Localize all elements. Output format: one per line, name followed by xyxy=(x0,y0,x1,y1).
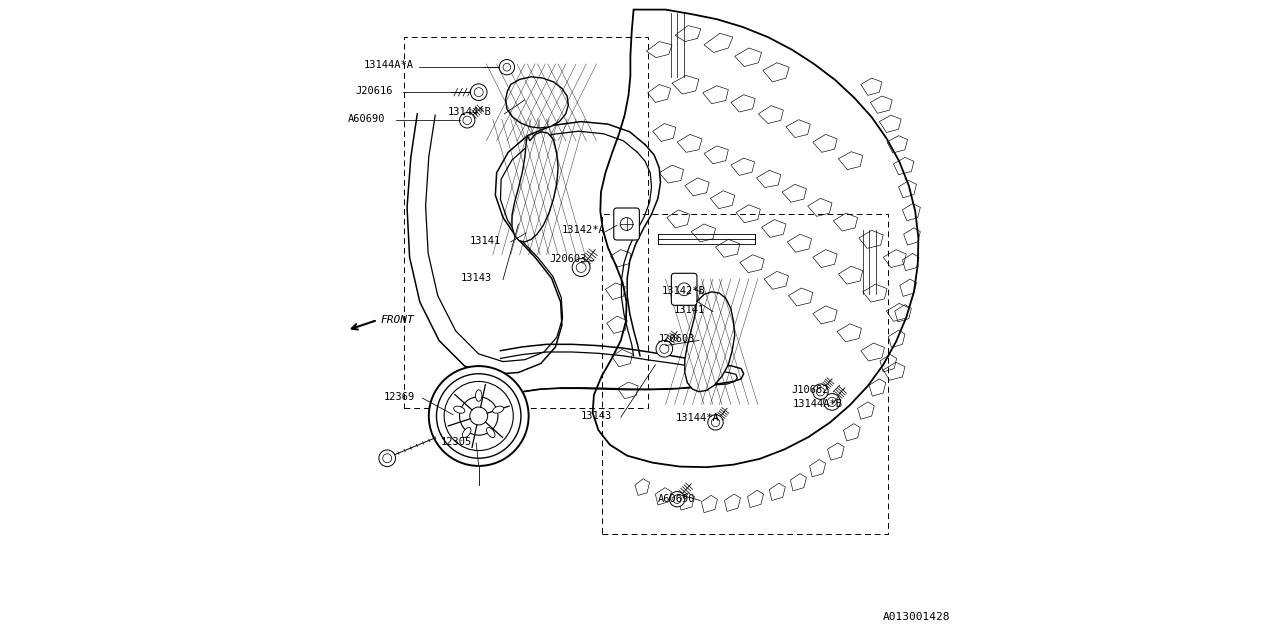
Circle shape xyxy=(471,84,488,100)
Circle shape xyxy=(379,450,396,467)
Text: FRONT: FRONT xyxy=(380,315,413,325)
Circle shape xyxy=(436,374,521,458)
Circle shape xyxy=(678,283,691,296)
FancyBboxPatch shape xyxy=(672,273,698,305)
Circle shape xyxy=(572,259,590,276)
Circle shape xyxy=(383,454,392,463)
Circle shape xyxy=(444,381,513,451)
Circle shape xyxy=(817,387,824,396)
Circle shape xyxy=(470,407,488,425)
Text: A013001428: A013001428 xyxy=(883,612,950,622)
Circle shape xyxy=(659,344,669,353)
Circle shape xyxy=(499,60,515,75)
Circle shape xyxy=(708,415,723,430)
Text: 13142*B: 13142*B xyxy=(662,286,705,296)
Circle shape xyxy=(460,113,475,128)
Text: A60690: A60690 xyxy=(658,494,695,504)
Text: J20603: J20603 xyxy=(549,254,586,264)
Polygon shape xyxy=(685,292,735,392)
Polygon shape xyxy=(506,77,568,128)
Circle shape xyxy=(824,394,841,410)
Text: 13144*B: 13144*B xyxy=(448,107,492,117)
Ellipse shape xyxy=(453,406,465,413)
Circle shape xyxy=(712,418,719,427)
Ellipse shape xyxy=(493,406,504,413)
Polygon shape xyxy=(593,10,919,467)
Bar xyxy=(404,37,648,408)
Text: J20603: J20603 xyxy=(658,334,695,344)
Polygon shape xyxy=(512,132,558,242)
Text: 13144A*A: 13144A*A xyxy=(364,60,413,70)
Circle shape xyxy=(576,262,586,273)
FancyBboxPatch shape xyxy=(614,208,640,240)
Circle shape xyxy=(475,88,484,97)
Text: 13144*A: 13144*A xyxy=(676,413,719,423)
Circle shape xyxy=(673,495,681,504)
Ellipse shape xyxy=(486,428,495,438)
Circle shape xyxy=(463,116,471,125)
Text: 12305: 12305 xyxy=(440,436,471,447)
Text: 13143: 13143 xyxy=(461,273,492,284)
Ellipse shape xyxy=(462,428,471,438)
Text: A60690: A60690 xyxy=(348,114,385,124)
Circle shape xyxy=(657,340,673,357)
Text: J20616: J20616 xyxy=(356,86,393,96)
Text: 12369: 12369 xyxy=(384,392,415,402)
Text: 13144A*B: 13144A*B xyxy=(792,399,842,410)
Circle shape xyxy=(460,397,498,435)
Text: 13141: 13141 xyxy=(470,236,500,246)
Text: 13142*A: 13142*A xyxy=(562,225,605,236)
Circle shape xyxy=(813,384,828,399)
Circle shape xyxy=(503,63,511,71)
Circle shape xyxy=(620,218,632,230)
Ellipse shape xyxy=(476,390,483,401)
Text: 13143: 13143 xyxy=(581,411,612,421)
Bar xyxy=(602,214,888,534)
Circle shape xyxy=(429,366,529,466)
Text: J10682: J10682 xyxy=(791,385,828,396)
Text: 13141: 13141 xyxy=(673,305,704,316)
Circle shape xyxy=(669,492,685,507)
Circle shape xyxy=(827,397,837,406)
